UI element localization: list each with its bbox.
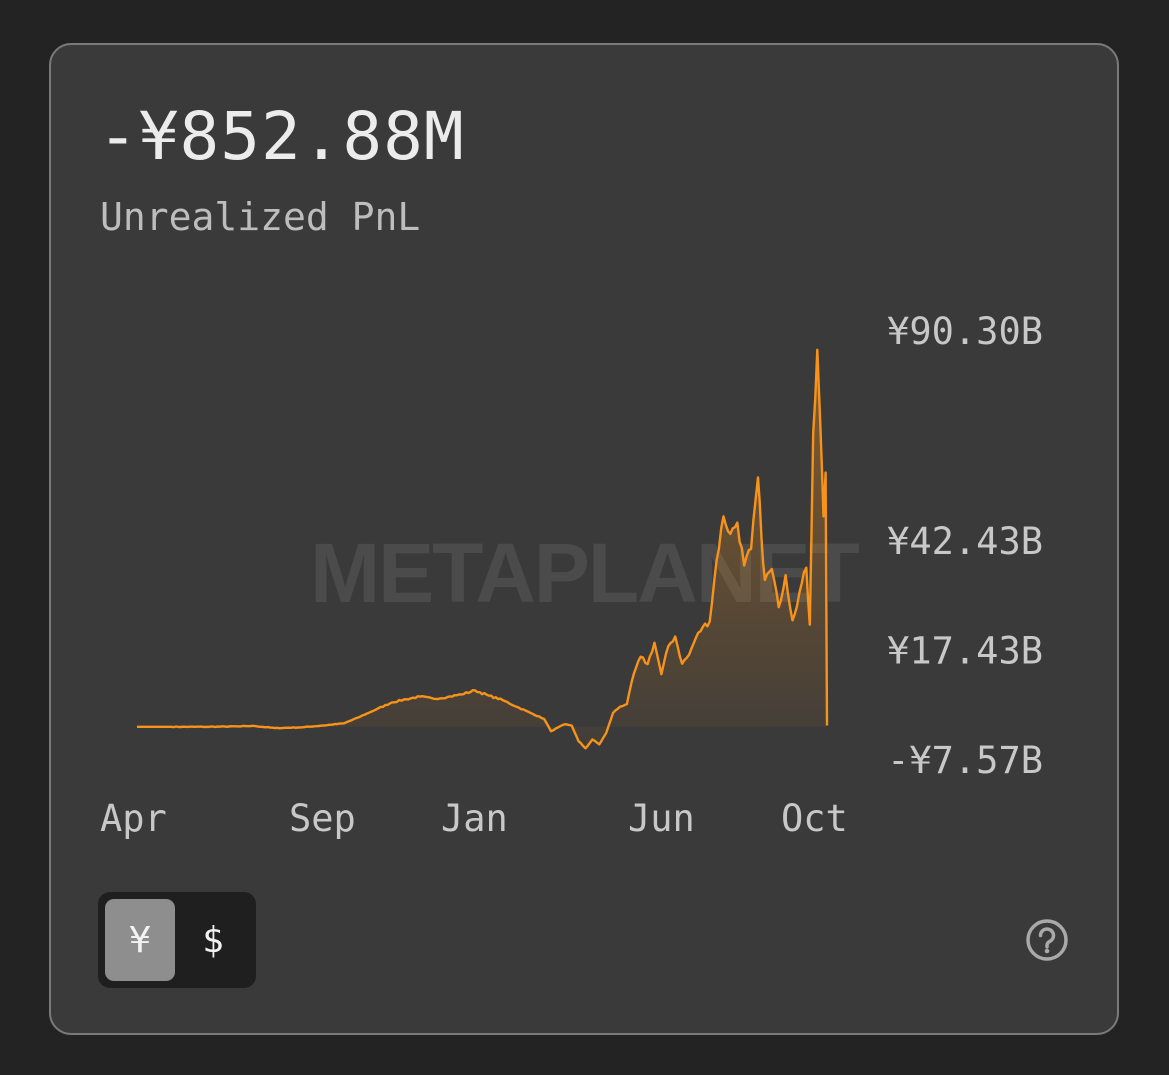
y-tick-label: -¥7.57B <box>887 739 1043 782</box>
yen-toggle-button[interactable]: ¥ <box>105 899 175 981</box>
x-tick-label: Apr <box>100 797 167 840</box>
currency-toggle: ¥ $ <box>98 892 256 988</box>
x-tick-label: Sep <box>289 797 356 840</box>
pnl-series-line <box>137 348 829 750</box>
y-tick-label: ¥42.43B <box>887 520 1043 563</box>
x-tick-label: Jun <box>628 797 695 840</box>
y-tick-label: ¥17.43B <box>887 629 1043 672</box>
question-circle-icon[interactable] <box>1025 918 1069 962</box>
pnl-label: Unrealized PnL <box>100 195 421 239</box>
usd-toggle-button[interactable]: $ <box>202 919 224 961</box>
x-tick-label: Oct <box>781 797 848 840</box>
pnl-card <box>49 43 1119 1035</box>
y-tick-label: ¥90.30B <box>887 310 1043 353</box>
x-tick-label: Jan <box>441 797 508 840</box>
pnl-area-fill <box>137 349 827 749</box>
pnl-value: -¥852.88M <box>98 98 465 175</box>
